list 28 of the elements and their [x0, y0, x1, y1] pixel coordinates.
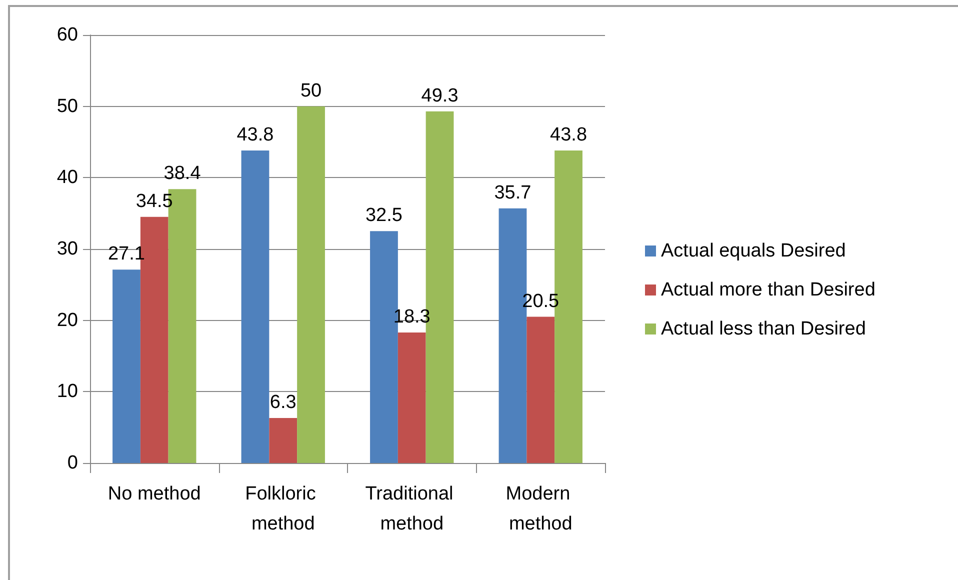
bar: [297, 106, 325, 463]
y-tick-label: 30: [56, 238, 78, 260]
bar: [526, 316, 555, 463]
y-tick-label: 20: [56, 310, 78, 331]
legend-label: Actual less than Desired: [661, 318, 866, 340]
data-label: 35.7: [494, 182, 532, 204]
bar: [112, 270, 140, 463]
y-tick-label: 40: [56, 167, 78, 188]
data-label: 50: [300, 80, 322, 102]
x-tick-label: Folkloric method: [245, 484, 322, 534]
x-tick-label: Traditional method: [365, 484, 459, 534]
data-label: 6.3: [270, 392, 296, 414]
x-tick-label: Modern method: [506, 484, 576, 534]
data-label: 32.5: [365, 205, 402, 226]
legend-label: Actual more than Desired: [661, 280, 876, 300]
bar: [269, 418, 298, 463]
data-label: 38.4: [164, 163, 202, 184]
y-tick-label: 10: [56, 381, 78, 402]
legend-label: Actual equals Desired: [661, 240, 846, 262]
y-tick-label: 60: [56, 24, 78, 46]
bar: [398, 332, 426, 463]
data-label: 43.8: [550, 124, 588, 146]
bar: [241, 150, 270, 463]
y-tick-label: 50: [56, 96, 78, 117]
y-tick-label: 0: [67, 452, 78, 474]
data-label: 49.3: [421, 85, 458, 106]
x-tick-label: No method: [108, 484, 201, 504]
data-label: 43.8: [236, 124, 274, 146]
